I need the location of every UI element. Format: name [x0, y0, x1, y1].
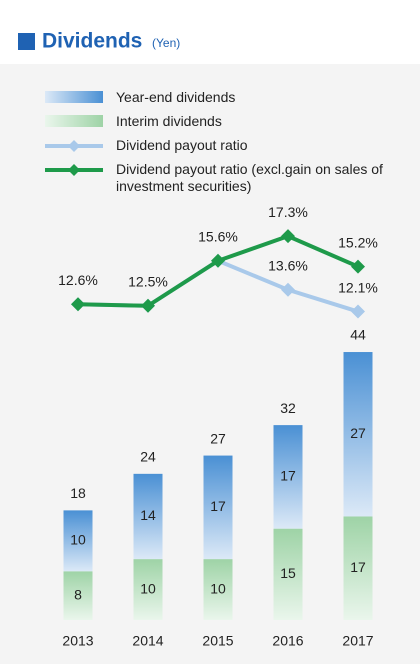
data-label: 14 — [140, 507, 156, 523]
legend-label: Interim dividends — [116, 113, 222, 129]
total-label: 27 — [210, 430, 226, 446]
data-label: 13.6% — [268, 258, 308, 274]
marker — [281, 229, 295, 244]
data-label: 15.2% — [338, 234, 378, 250]
marker — [351, 304, 365, 319]
bar-segment — [273, 425, 303, 529]
legend-label: Dividend payout ratio (excl.gain on sale… — [116, 161, 383, 194]
bar-segment — [343, 516, 373, 620]
bar-segment — [133, 473, 163, 560]
data-label: 17 — [280, 468, 296, 484]
total-label: 32 — [280, 400, 296, 416]
bar-segment — [63, 571, 93, 620]
marker — [141, 298, 155, 313]
marker — [71, 297, 85, 312]
x-tick-label: 2015 — [202, 633, 233, 649]
x-tick-label: 2017 — [342, 633, 373, 649]
data-label: 8 — [74, 586, 82, 602]
legend-swatch — [68, 140, 80, 152]
data-label: 10 — [140, 580, 156, 596]
total-label: 18 — [70, 485, 86, 501]
total-label: 44 — [350, 327, 366, 343]
data-label: 15.6% — [198, 229, 238, 245]
data-label: 15 — [280, 565, 296, 581]
data-label: 17.3% — [268, 204, 308, 220]
x-tick-label: 2016 — [272, 633, 303, 649]
title-square — [18, 33, 35, 50]
legend-swatch — [45, 115, 103, 127]
bar-segment — [343, 352, 373, 517]
legend-label: Dividend payout ratio — [116, 137, 248, 153]
data-label: 12.6% — [58, 272, 98, 288]
legend-swatch — [45, 91, 103, 103]
bar-segment — [203, 455, 233, 560]
data-label: 17 — [350, 559, 366, 575]
chart-title: Dividends — [42, 30, 142, 53]
bar-segment — [133, 559, 163, 620]
data-label: 27 — [350, 425, 366, 441]
data-label: 12.5% — [128, 273, 168, 289]
legend-swatch — [68, 164, 80, 176]
unit: (Yen) — [152, 36, 180, 50]
legend-label: Year-end dividends — [116, 89, 236, 105]
data-label: 12.1% — [338, 279, 378, 295]
bar-segment — [63, 510, 93, 572]
bar-segment — [203, 559, 233, 620]
data-label: 10 — [210, 580, 226, 596]
marker — [351, 259, 365, 274]
marker — [211, 253, 225, 268]
data-label: 17 — [210, 498, 226, 514]
marker — [281, 282, 295, 297]
x-tick-label: 2013 — [62, 633, 93, 649]
x-tick-label: 2014 — [132, 633, 163, 649]
total-label: 24 — [140, 449, 156, 465]
bar-segment — [273, 528, 303, 620]
data-label: 10 — [70, 532, 86, 548]
